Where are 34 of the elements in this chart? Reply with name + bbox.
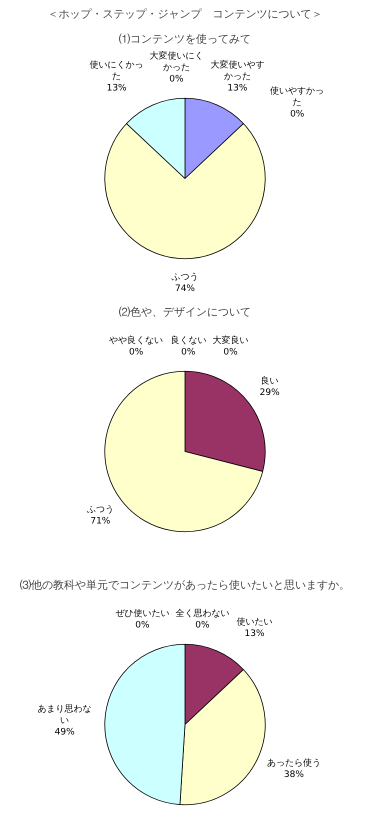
data-label: 74%	[175, 284, 196, 294]
text: 0%	[181, 347, 196, 358]
data-label: 38%	[284, 770, 304, 780]
category-label: ぜひ使いたい	[115, 608, 170, 619]
slice-label: 使いたい	[236, 616, 273, 628]
category-label: やや良くない	[109, 336, 164, 346]
slice-label: あったら使う	[266, 757, 321, 768]
slice-label: 大変使いやすかった	[210, 60, 264, 82]
data-label: 29%	[260, 388, 280, 398]
data-label: 49%	[54, 728, 76, 738]
text: 0%	[169, 74, 184, 85]
category-label: 良くない	[170, 336, 206, 346]
slice-label: 良い	[260, 376, 279, 387]
slice-label: 使いにくかった	[90, 60, 144, 82]
text: 0%	[135, 620, 150, 630]
text: 0%	[223, 347, 238, 358]
data-label: 13%	[227, 84, 248, 94]
category-label: 大変使いにくかった	[149, 52, 204, 74]
data-label: 71%	[90, 516, 111, 526]
category-label: 全く思わない	[175, 608, 230, 619]
chart-subtitle: ⑴コンテンツを使ってみて	[119, 32, 251, 46]
text: 0%	[128, 347, 144, 358]
slice-label: ふつう	[170, 272, 198, 283]
chart-title: ⑵色や、デザインについて	[119, 306, 251, 318]
slice-label: あまり思わない	[38, 704, 92, 726]
data-label: 13%	[106, 84, 128, 94]
category-label: 大変良い	[212, 336, 249, 346]
category-label: 使いやすかった	[270, 86, 324, 108]
text: 0%	[290, 109, 304, 120]
text: 0%	[195, 620, 210, 630]
chart-title: ⑶他の教科や単元でコンテンツがあったら使いたいと思いますか。	[20, 578, 350, 592]
slice-label: ふつう	[86, 504, 114, 515]
data-label: 13%	[244, 629, 265, 640]
chart-title: ＜ホップ・ステップ・ジャンプ コンテンツについて＞	[48, 8, 322, 20]
